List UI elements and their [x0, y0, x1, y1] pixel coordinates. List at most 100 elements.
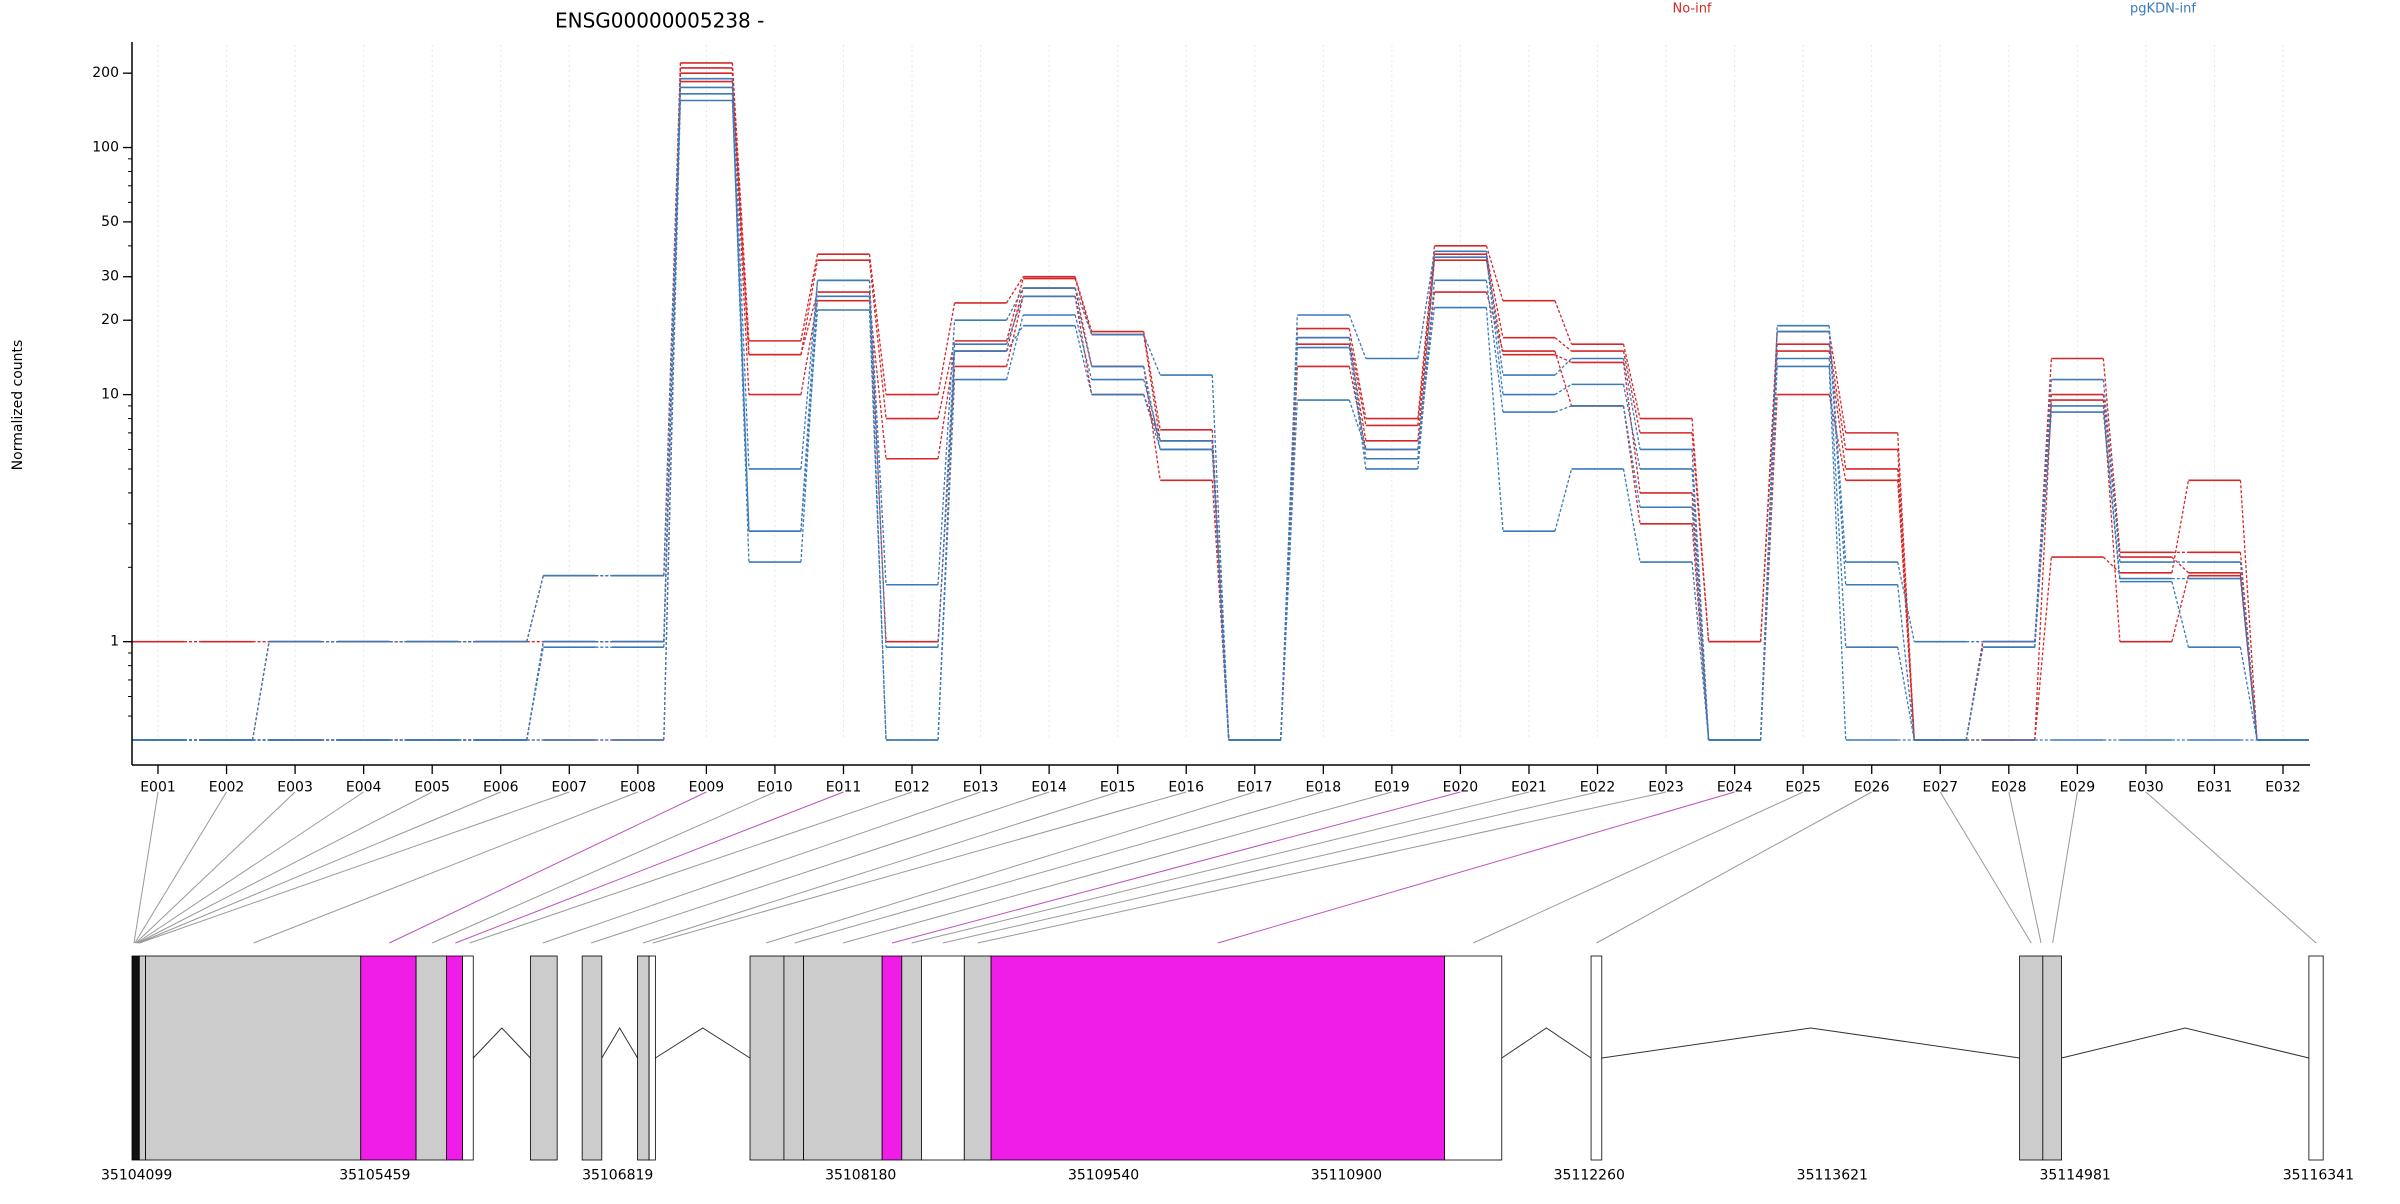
genomic-coordinate-label: 35112260 [1554, 1168, 1625, 1184]
exon-connector [1828, 325, 1847, 563]
genomic-coordinate-label: 35109540 [1068, 1168, 1139, 1184]
x-tick-label: E003 [277, 780, 313, 796]
x-tick-label: E018 [1306, 780, 1342, 796]
legend-label-pgkdn-inf: pgKDN-inf [2130, 2, 2196, 17]
series-no-inf-2 [132, 72, 2309, 741]
exon-box [803, 955, 883, 1161]
exon-connector [1828, 331, 1847, 433]
genomic-coordinate-label: 35108180 [825, 1168, 896, 1184]
exon-connector [2171, 556, 2189, 574]
x-tick-label: E001 [140, 780, 176, 796]
exon-link-line [891, 791, 1461, 944]
exon-link-line [253, 791, 639, 944]
x-tick-label: E002 [209, 780, 245, 796]
exon-box [2042, 955, 2062, 1161]
exon-link-line [842, 791, 1393, 944]
exon-connector [1554, 468, 1573, 532]
x-tick-label: E013 [963, 780, 999, 796]
exon-box [1590, 955, 1603, 1161]
exon-link-line [134, 791, 227, 944]
exon-connector [731, 93, 750, 563]
exon-connector [1074, 314, 1093, 380]
exon-connector [2102, 358, 2121, 553]
x-tick-label: E032 [2265, 780, 2301, 796]
x-tick-label: E022 [1580, 780, 1616, 796]
exon-box [901, 955, 922, 1161]
exon-connector [868, 260, 887, 419]
x-tick-label: E028 [1991, 780, 2027, 796]
exon-connector [1074, 296, 1093, 367]
exon-connector [1691, 468, 1710, 741]
series-no-inf-1 [132, 67, 2309, 741]
exon-connector [1554, 383, 1572, 396]
x-tick-label: E024 [1717, 780, 1753, 796]
x-tick-label: E023 [1648, 780, 1684, 796]
exon-connector [663, 93, 682, 648]
x-tick-label: E008 [620, 780, 656, 796]
exon-connector [663, 100, 682, 741]
exon-box [963, 955, 992, 1161]
exon-connector [1622, 468, 1641, 563]
exon-connector [1417, 292, 1436, 450]
exon-connector [1143, 334, 1161, 376]
exon-link-line [1596, 791, 1872, 944]
x-tick-label: E007 [552, 780, 588, 796]
exon-connector [1280, 347, 1298, 741]
exon-box [138, 955, 146, 1161]
y-tick-label: 10 [101, 387, 119, 403]
exon-connector [2171, 480, 2190, 573]
exon-connector [800, 254, 819, 341]
exon-connector [1417, 260, 1436, 441]
exon-box [921, 955, 965, 1161]
exon-connector [1211, 449, 1230, 741]
exon-connector [526, 575, 544, 642]
exon-connector [2034, 411, 2053, 648]
exon-box [2308, 955, 2324, 1161]
intron-line [655, 1027, 751, 1059]
exon-connector [1485, 260, 1504, 355]
x-tick-label: E012 [894, 780, 930, 796]
exon-connector [868, 309, 887, 741]
exon-connector [1897, 647, 1915, 741]
x-tick-label: E030 [2128, 780, 2164, 796]
exon-connector [1759, 331, 1778, 741]
x-tick-label: E025 [1785, 780, 1821, 796]
exon-box [1444, 955, 1503, 1161]
exon-connector [2102, 411, 2121, 582]
exon-link-line [2145, 791, 2317, 944]
exon-box [648, 955, 656, 1161]
exon-connector [1417, 280, 1436, 470]
x-tick-label: E014 [1031, 780, 1067, 796]
exon-connector [2034, 400, 2053, 741]
exon-connector [526, 647, 544, 741]
x-tick-label: E021 [1511, 780, 1547, 796]
x-tick-label: E029 [2060, 780, 2096, 796]
exon-connector [731, 100, 750, 532]
exon-connector [731, 81, 750, 355]
exon-connector [1074, 276, 1093, 332]
intron-line [472, 1027, 531, 1059]
x-tick-label: E006 [483, 780, 519, 796]
exon-connector [1622, 350, 1641, 434]
exon-box [360, 955, 417, 1161]
exon-connector [1417, 307, 1436, 450]
exon-connector [1348, 399, 1367, 450]
exon-connector [526, 641, 544, 741]
exon-box [581, 955, 603, 1161]
genomic-coordinate-label: 35116341 [2283, 1168, 2354, 1184]
exon-link-line [1939, 791, 2032, 944]
x-tick-label: E009 [689, 780, 725, 796]
exon-connector [1417, 257, 1436, 459]
exon-connector [1485, 257, 1504, 395]
exon-connector [2239, 480, 2258, 741]
intron-line [1501, 1027, 1592, 1059]
intron-line [1601, 1027, 2020, 1059]
exon-connector [1965, 641, 1984, 741]
x-tick-label: E010 [757, 780, 793, 796]
exon-connector [1691, 562, 1710, 741]
exon-connector [1897, 468, 1915, 741]
exon-link-line [1472, 791, 1804, 944]
exon-connector [1485, 254, 1504, 338]
intron-line [2061, 1027, 2310, 1059]
